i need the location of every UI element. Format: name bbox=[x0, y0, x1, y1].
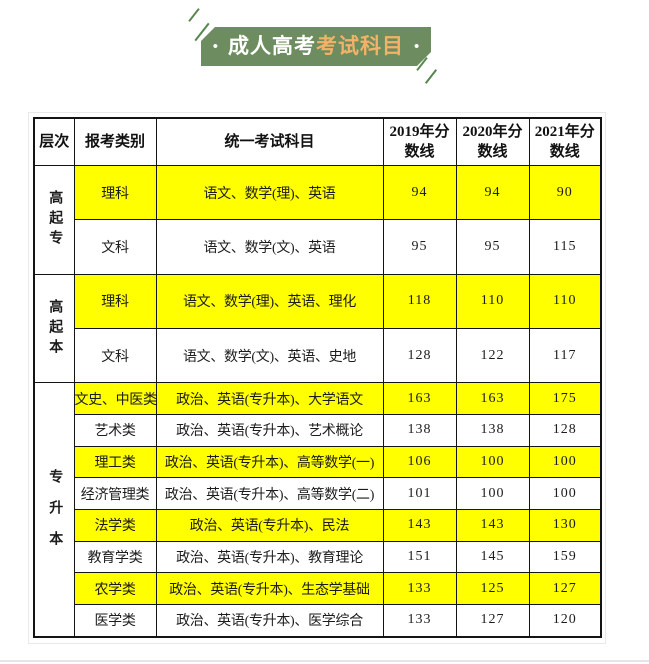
score-2020-cell: 94 bbox=[455, 164, 530, 221]
subjects-cell: 语文、数学(文)、英语、史地 bbox=[155, 327, 384, 384]
score-2019-cell: 151 bbox=[382, 540, 457, 574]
score-2020-cell: 100 bbox=[455, 445, 530, 479]
table-row: 艺术类 政治、英语(专升本)、艺术概论 138 138 128 bbox=[34, 413, 602, 447]
score-2019-cell: 163 bbox=[382, 382, 457, 415]
level-cell-gaoqizhuan: 高起专 bbox=[33, 165, 75, 275]
subjects-cell: 语文、数学(文)、英语 bbox=[155, 219, 384, 275]
score-2020-cell: 163 bbox=[455, 382, 530, 415]
col-header-subjects: 统一考试科目 bbox=[155, 117, 384, 166]
score-2021-cell: 130 bbox=[528, 508, 602, 542]
subjects-cell: 政治、英语(专升本)、高等数学(一) bbox=[155, 445, 384, 479]
col-header-2019: 2019年分数线 bbox=[382, 117, 457, 166]
col-header-2021: 2021年分数线 bbox=[528, 117, 602, 166]
score-2020-cell: 100 bbox=[455, 477, 530, 510]
table-row: 文科 语文、数学(文)、英语、史地 128 122 117 bbox=[34, 327, 602, 384]
category-cell: 农学类 bbox=[73, 572, 157, 605]
score-2019-cell: 133 bbox=[382, 603, 457, 638]
category-cell: 经济管理类 bbox=[73, 477, 157, 510]
col-header-2020: 2020年分数线 bbox=[455, 117, 530, 166]
category-cell: 教育学类 bbox=[73, 540, 157, 574]
category-cell: 文科 bbox=[73, 219, 157, 275]
subjects-cell: 政治、英语(专升本)、民法 bbox=[155, 508, 384, 542]
score-2019-cell: 133 bbox=[382, 572, 457, 605]
category-cell: 艺术类 bbox=[73, 413, 157, 447]
score-2019-cell: 95 bbox=[382, 219, 457, 275]
score-2020-cell: 110 bbox=[455, 273, 530, 329]
score-2019-cell: 106 bbox=[382, 445, 457, 479]
score-2021-cell: 100 bbox=[528, 445, 602, 479]
score-2021-cell: 100 bbox=[528, 477, 602, 510]
subjects-cell: 政治、英语(专升本)、生态学基础 bbox=[155, 572, 384, 605]
score-2019-cell: 143 bbox=[382, 508, 457, 542]
score-2021-cell: 115 bbox=[528, 219, 602, 275]
subjects-cell: 政治、英语(专升本)、艺术概论 bbox=[155, 413, 384, 447]
table-row: 法学类 政治、英语(专升本)、民法 143 143 130 bbox=[34, 508, 602, 542]
score-2019-cell: 94 bbox=[382, 164, 457, 221]
section-title-badge: • 成人高考考试科目 • bbox=[201, 27, 431, 66]
title-primary: 成人高考 bbox=[228, 35, 316, 58]
score-2021-cell: 110 bbox=[528, 273, 602, 329]
table-panel: 层次 报考类别 统一考试科目 2019年分数线 2020年分数线 2021年分数… bbox=[28, 112, 606, 644]
subjects-cell: 语文、数学(理)、英语、理化 bbox=[155, 273, 384, 329]
category-cell: 医学类 bbox=[73, 603, 157, 638]
score-2021-cell: 128 bbox=[528, 413, 602, 447]
subjects-cell: 政治、英语(专升本)、大学语文 bbox=[155, 382, 384, 415]
table-row: 农学类 政治、英语(专升本)、生态学基础 133 125 127 bbox=[34, 572, 602, 605]
subjects-cell: 政治、英语(专升本)、高等数学(二) bbox=[155, 477, 384, 510]
table-row: 专升本 文史、中医类 政治、英语(专升本)、大学语文 163 163 175 bbox=[33, 382, 602, 638]
page-bottom-divider bbox=[0, 660, 649, 662]
category-cell: 理工类 bbox=[73, 445, 157, 479]
score-2020-cell: 143 bbox=[455, 508, 530, 542]
bullet-left-icon: • bbox=[212, 38, 218, 55]
score-2019-cell: 138 bbox=[382, 413, 457, 447]
score-2021-cell: 120 bbox=[528, 603, 602, 638]
table-row: 理工类 政治、英语(专升本)、高等数学(一) 106 100 100 bbox=[34, 445, 602, 479]
table-row: 教育学类 政治、英语(专升本)、教育理论 151 145 159 bbox=[34, 540, 602, 574]
score-2020-cell: 122 bbox=[455, 327, 530, 384]
score-2021-cell: 127 bbox=[528, 572, 602, 605]
col-header-category: 报考类别 bbox=[73, 117, 157, 166]
table-row: 高起专 理科 语文、数学(理)、英语 94 94 90 bbox=[33, 164, 602, 275]
bullet-right-icon: • bbox=[414, 38, 420, 55]
title-accent: 考试科目 bbox=[316, 35, 404, 58]
score-2021-cell: 117 bbox=[528, 327, 602, 384]
category-cell: 理科 bbox=[73, 164, 157, 221]
exam-scores-table: 层次 报考类别 统一考试科目 2019年分数线 2020年分数线 2021年分数… bbox=[33, 117, 602, 638]
category-cell: 理科 bbox=[73, 273, 157, 329]
score-2021-cell: 159 bbox=[528, 540, 602, 574]
page-title: 成人高考考试科目 bbox=[228, 36, 404, 57]
table-row: 高起本 理科 语文、数学(理)、英语、理化 118 110 110 bbox=[33, 273, 602, 384]
level-cell-gaoqiben: 高起本 bbox=[33, 273, 75, 384]
category-cell: 文史、中医类 bbox=[73, 382, 157, 415]
category-cell: 法学类 bbox=[73, 508, 157, 542]
score-2019-cell: 118 bbox=[382, 273, 457, 329]
score-2020-cell: 125 bbox=[455, 572, 530, 605]
level-cell-zhuanshengben: 专升本 bbox=[33, 382, 75, 638]
score-2019-cell: 101 bbox=[382, 477, 457, 510]
score-2019-cell: 128 bbox=[382, 327, 457, 384]
score-2020-cell: 127 bbox=[455, 603, 530, 638]
score-2021-cell: 90 bbox=[528, 164, 602, 221]
col-header-level: 层次 bbox=[33, 117, 75, 166]
score-2020-cell: 138 bbox=[455, 413, 530, 447]
score-2020-cell: 145 bbox=[455, 540, 530, 574]
table-header-row: 层次 报考类别 统一考试科目 2019年分数线 2020年分数线 2021年分数… bbox=[33, 117, 602, 166]
category-cell: 文科 bbox=[73, 327, 157, 384]
score-2020-cell: 95 bbox=[455, 219, 530, 275]
subjects-cell: 政治、英语(专升本)、医学综合 bbox=[155, 603, 384, 638]
table-row: 文科 语文、数学(文)、英语 95 95 115 bbox=[34, 219, 602, 275]
subjects-cell: 语文、数学(理)、英语 bbox=[155, 164, 384, 221]
table-row: 医学类 政治、英语(专升本)、医学综合 133 127 120 bbox=[34, 603, 602, 638]
table-row: 经济管理类 政治、英语(专升本)、高等数学(二) 101 100 100 bbox=[34, 477, 602, 510]
subjects-cell: 政治、英语(专升本)、教育理论 bbox=[155, 540, 384, 574]
score-2021-cell: 175 bbox=[528, 382, 602, 415]
